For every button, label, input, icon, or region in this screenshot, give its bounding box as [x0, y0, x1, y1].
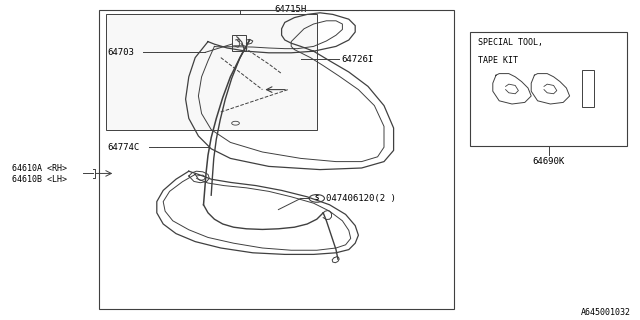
Text: 64690K: 64690K [532, 157, 565, 166]
Text: 64703: 64703 [108, 48, 134, 57]
Bar [99, 10, 454, 309]
Bar [470, 32, 627, 146]
Text: S: S [315, 196, 319, 201]
Text: SPECIAL TOOL,: SPECIAL TOOL, [478, 38, 543, 47]
Text: 64726I: 64726I [341, 55, 373, 64]
Text: 64715H: 64715H [274, 5, 306, 14]
Text: A645001032: A645001032 [580, 308, 630, 317]
Bar [582, 70, 594, 107]
Bar [232, 35, 246, 51]
Text: TAPE KIT: TAPE KIT [478, 56, 518, 65]
Text: 047406120(2 ): 047406120(2 ) [326, 194, 396, 203]
Text: 64610A <RH>: 64610A <RH> [12, 164, 67, 172]
Bar [106, 14, 317, 130]
Text: 64610B <LH>: 64610B <LH> [12, 175, 67, 184]
Text: 64774C: 64774C [108, 143, 140, 152]
